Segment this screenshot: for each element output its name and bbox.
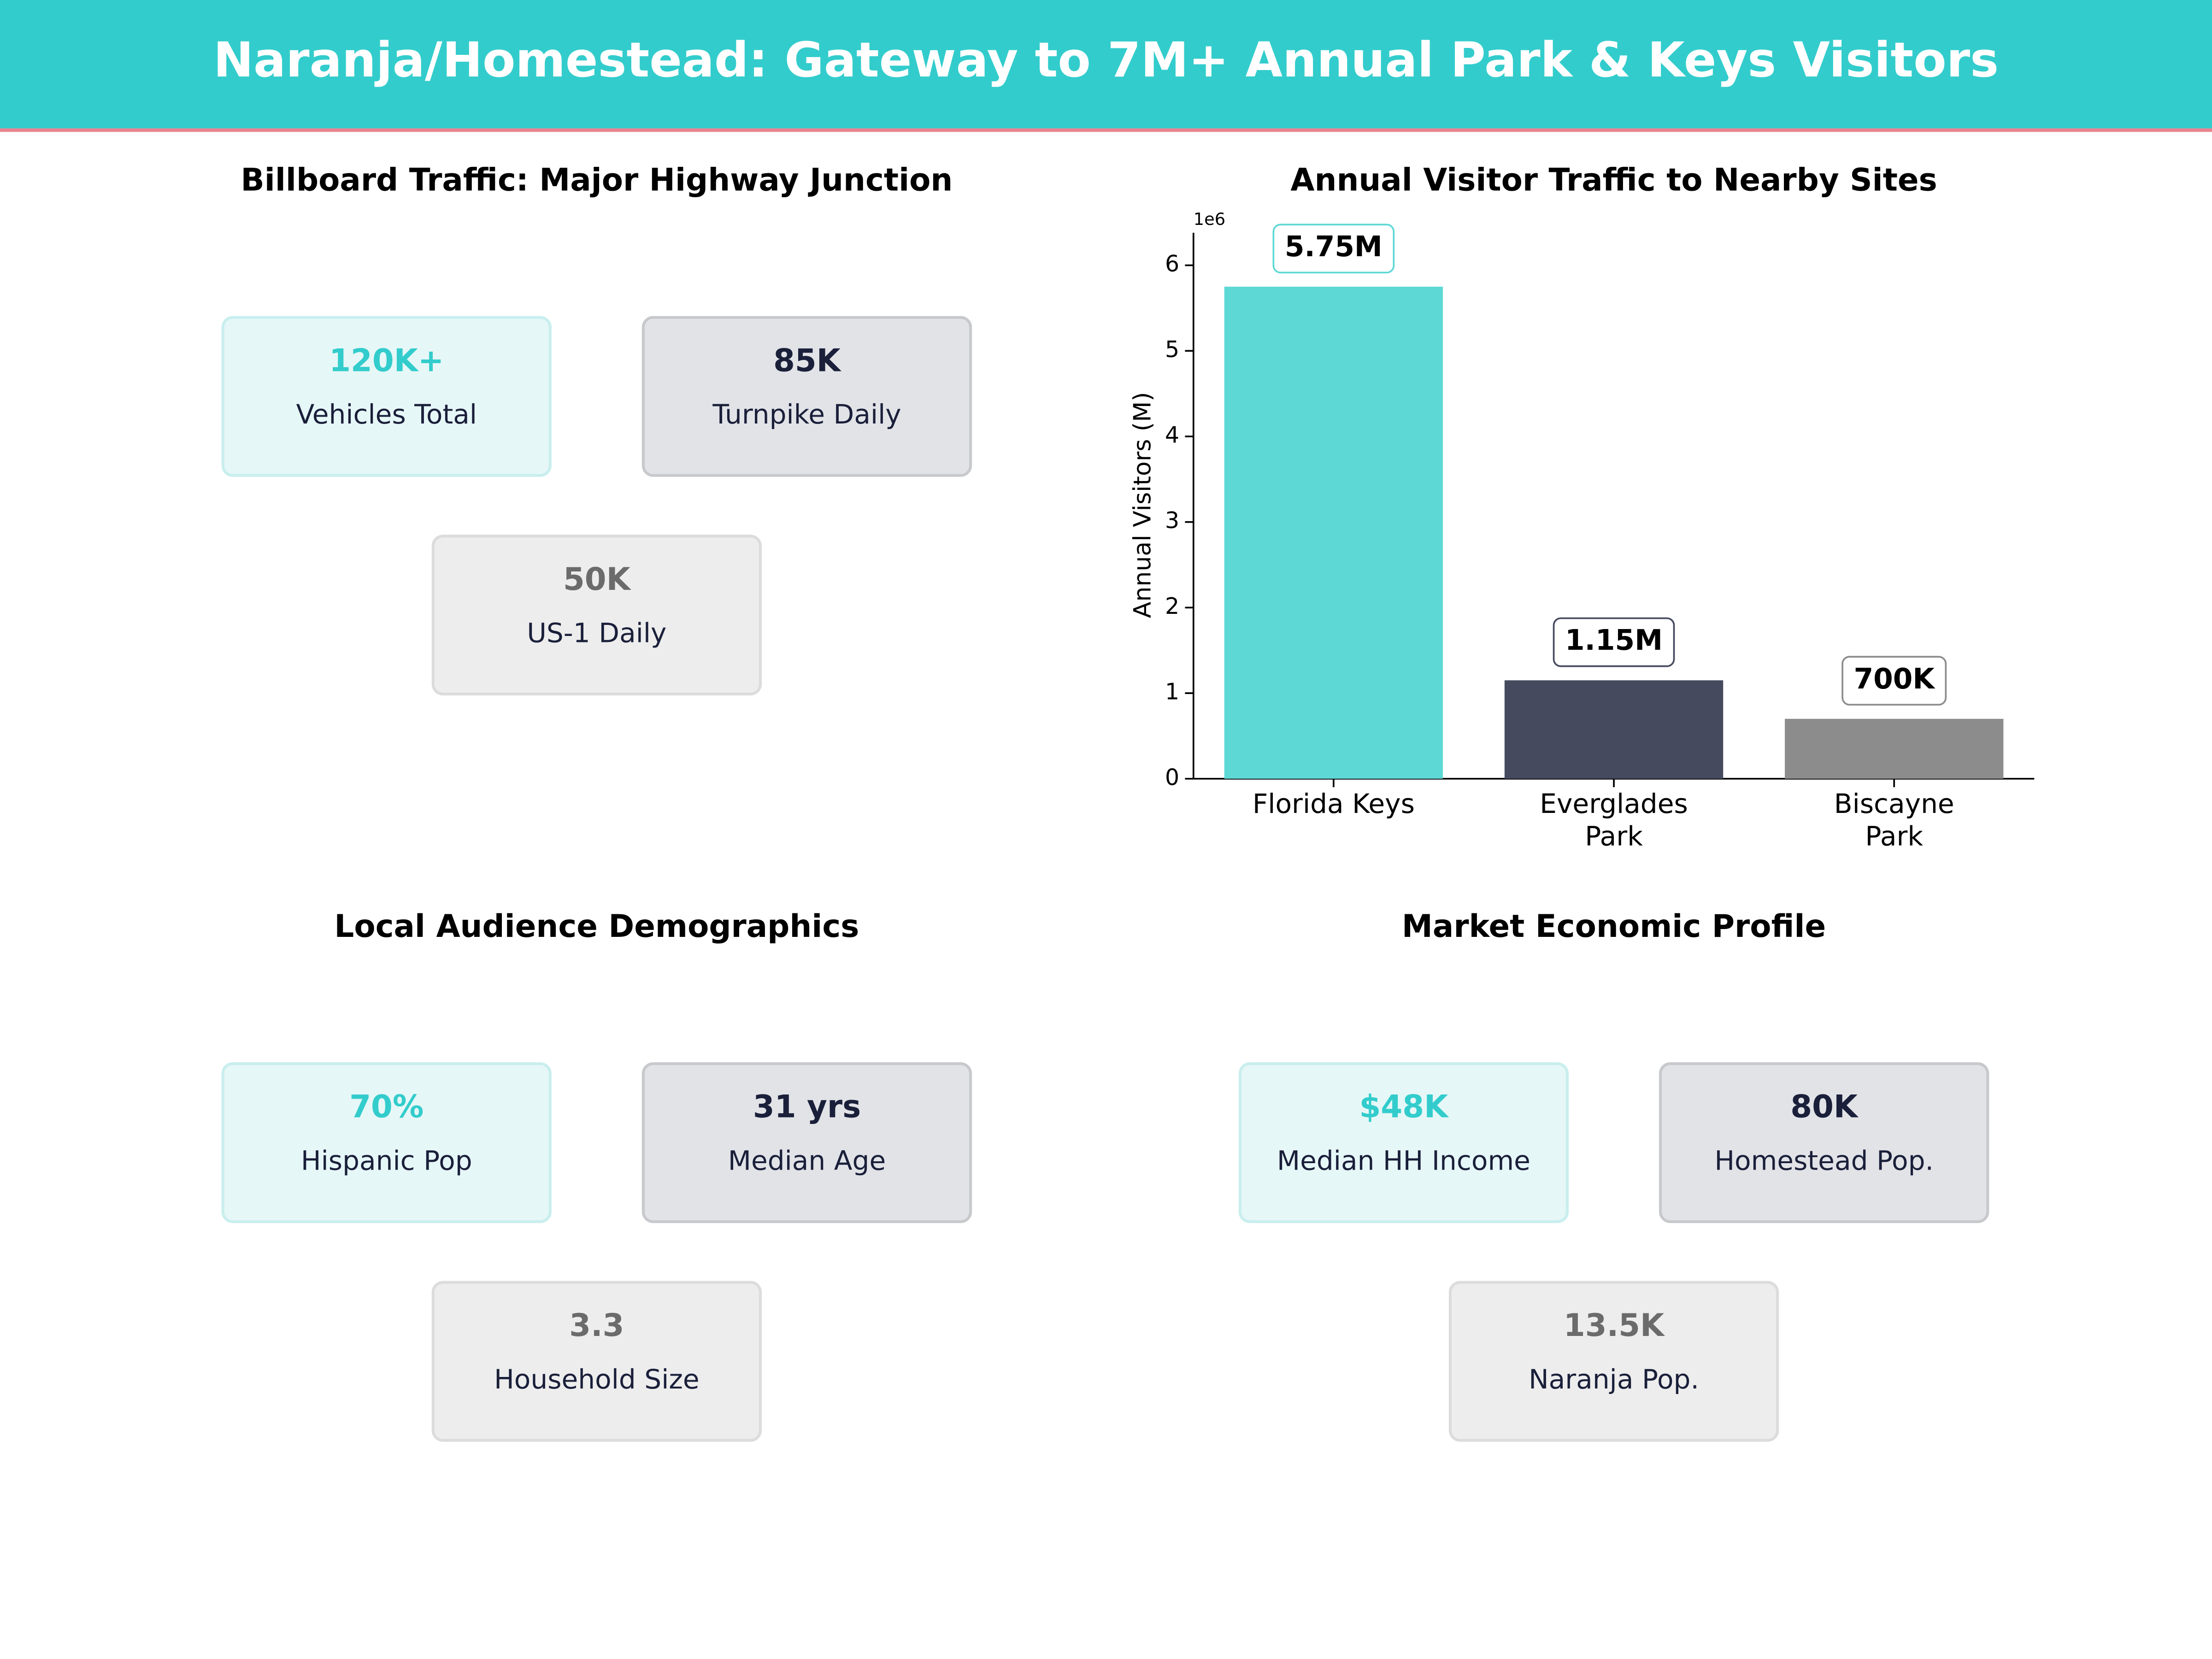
card-box: [641, 1062, 972, 1224]
y-tick-label: 4: [1165, 422, 1179, 448]
x-tick-label: Everglades Park: [1540, 788, 1688, 852]
card-label: Hispanic Pop: [301, 1145, 472, 1177]
card-box: [221, 316, 552, 477]
value-label-box: [1841, 656, 1947, 706]
card-value: 70%: [349, 1088, 424, 1125]
card-value: 3.3: [569, 1307, 624, 1343]
kpi-card: 70% Hispanic Pop: [221, 1062, 552, 1224]
card-label: Median Age: [728, 1145, 886, 1177]
y-tick-label: 2: [1165, 593, 1179, 619]
panel-title: Market Economic Profile: [1402, 908, 1826, 944]
page-title: Naranja/Homestead: Gateway to 7M+ Annual…: [213, 32, 1999, 88]
value-label-text: 1.15M: [1565, 624, 1663, 657]
x-tick-label-line: Biscayne: [1834, 788, 1954, 819]
card-value: 13.5K: [1564, 1307, 1665, 1343]
card-label: Median HH Income: [1277, 1145, 1530, 1177]
kpi-card: 85K Turnpike Daily: [641, 316, 972, 477]
card-box: [1448, 1281, 1779, 1442]
card-label: Vehicles Total: [296, 399, 477, 430]
x-tick-label: Florida Keys: [1253, 788, 1415, 819]
bar: [1785, 718, 2004, 779]
card-box: [431, 535, 762, 696]
x-tick-label-line: Florida Keys: [1253, 788, 1415, 819]
kpi-card: 31 yrs Median Age: [641, 1062, 972, 1224]
y-tick-label: 6: [1165, 251, 1179, 277]
header-bar: [0, 0, 2212, 129]
value-label-text: 5.75M: [1285, 230, 1382, 263]
x-tick-label-line: Everglades: [1540, 788, 1688, 819]
value-label-text: 700K: [1854, 663, 1936, 695]
y-axis-label: Annual Visitors (M): [1129, 392, 1157, 618]
value-label: 5.75M: [1272, 224, 1395, 274]
panel-title: Billboard Traffic: Major Highway Junctio…: [241, 161, 953, 198]
card-box: [641, 316, 972, 477]
card-label: Homestead Pop.: [1714, 1145, 1934, 1177]
value-label: 1.15M: [1553, 617, 1675, 667]
x-tick-label-line: Park: [1585, 820, 1643, 852]
card-value: 31 yrs: [753, 1088, 861, 1125]
card-value: 80K: [1790, 1088, 1859, 1125]
kpi-card: $48K Median HH Income: [1238, 1062, 1569, 1224]
value-label-box: [1553, 617, 1675, 667]
kpi-card: 120K+ Vehicles Total: [221, 316, 552, 477]
kpi-card: 3.3 Household Size: [431, 1281, 762, 1442]
card-label: Turnpike Daily: [712, 399, 901, 430]
y-tick-label: 1: [1165, 679, 1179, 705]
card-value: $48K: [1359, 1088, 1450, 1125]
card-box: [1238, 1062, 1569, 1224]
card-value: 50K: [563, 561, 632, 597]
card-box: [431, 1281, 762, 1442]
card-label: Household Size: [494, 1364, 700, 1395]
card-value: 85K: [773, 342, 842, 378]
bar: [1504, 680, 1724, 779]
x-tick-label: Biscayne Park: [1834, 788, 1954, 852]
kpi-card: 50K US-1 Daily: [431, 535, 762, 696]
card-box: [1659, 1062, 1989, 1224]
card-label: Naranja Pop.: [1529, 1364, 1699, 1395]
card-value: 120K+: [329, 342, 444, 378]
x-tick-label-line: Park: [1865, 820, 1923, 852]
kpi-card: 13.5K Naranja Pop.: [1448, 1281, 1779, 1442]
y-tick-label: 5: [1165, 336, 1179, 363]
card-box: [221, 1062, 552, 1224]
y-tick-label: 3: [1165, 507, 1179, 534]
kpi-card: 80K Homestead Pop.: [1659, 1062, 1989, 1224]
value-label-box: [1272, 224, 1395, 274]
value-label: 700K: [1841, 656, 1947, 706]
y-offset-label: 1e6: [1194, 209, 1225, 229]
panel-title: Local Audience Demographics: [334, 908, 859, 944]
header-rule: [0, 128, 2212, 132]
card-label: US-1 Daily: [527, 618, 666, 649]
chart-title: Annual Visitor Traffic to Nearby Sites: [1290, 161, 1937, 198]
y-tick-label: 0: [1165, 764, 1179, 790]
bar: [1224, 287, 1443, 779]
